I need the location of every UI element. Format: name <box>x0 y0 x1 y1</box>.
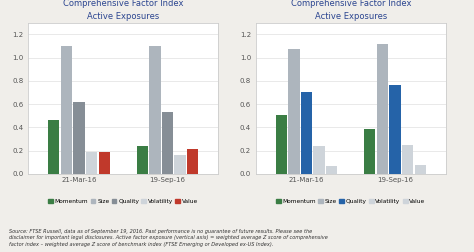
Text: Source: FTSE Russell, data as of September 19, 2016. Past performance is no guar: Source: FTSE Russell, data as of Septemb… <box>9 229 328 247</box>
Bar <box>149 46 161 174</box>
Bar <box>99 152 110 174</box>
Legend: Momentum, Size, Quality, Volatility, Value: Momentum, Size, Quality, Volatility, Val… <box>46 197 201 206</box>
Bar <box>73 102 85 174</box>
Bar <box>415 165 426 174</box>
Bar <box>301 92 312 174</box>
Bar <box>48 120 59 174</box>
Bar <box>61 46 72 174</box>
Title: FTSE Developed  ex-US
Comprehensive Factor Index
Active Exposures: FTSE Developed ex-US Comprehensive Facto… <box>291 0 411 20</box>
Bar <box>162 112 173 174</box>
Legend: Momentum, Size, Quality, Volatility, Value: Momentum, Size, Quality, Volatility, Val… <box>273 197 428 206</box>
Bar <box>275 115 287 174</box>
Bar <box>389 85 401 174</box>
Bar <box>137 146 148 174</box>
Title: FTSE Emerging
Comprehensive Factor Index
Active Exposures: FTSE Emerging Comprehensive Factor Index… <box>63 0 183 20</box>
Bar <box>86 152 97 174</box>
Bar <box>326 166 337 174</box>
Bar <box>402 145 413 174</box>
Bar <box>187 149 199 174</box>
Bar <box>364 129 375 174</box>
Bar <box>174 155 186 174</box>
Bar <box>377 44 388 174</box>
Bar <box>288 49 300 174</box>
Bar <box>313 146 325 174</box>
